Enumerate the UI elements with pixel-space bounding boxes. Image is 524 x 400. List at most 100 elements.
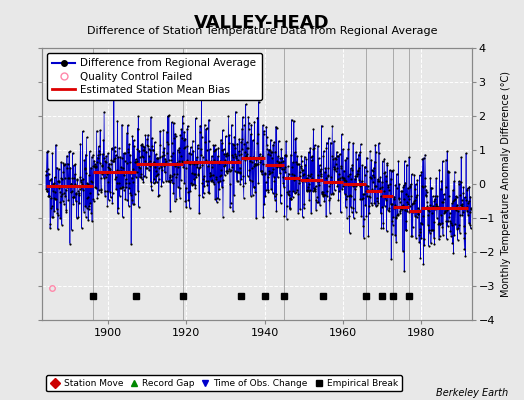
Point: [339, 146, 347, 152]
Text: VALLEY-HEAD: VALLEY-HEAD: [194, 14, 330, 32]
Point: [302, 156, 310, 162]
Point: [52, 206, 61, 212]
Point: [327, 174, 335, 180]
Point: [452, 193, 461, 200]
Point: [67, 189, 75, 196]
Point: [191, 185, 200, 192]
Point: [212, 146, 220, 152]
Point: [153, 155, 161, 161]
Point: [73, 182, 82, 189]
Point: [206, 170, 214, 176]
Point: [110, 158, 118, 164]
Point: [261, 193, 269, 200]
Point: [68, 150, 77, 156]
Legend: Difference from Regional Average, Quality Control Failed, Estimated Station Mean: Difference from Regional Average, Qualit…: [47, 53, 261, 100]
Point: [274, 174, 282, 180]
Point: [322, 212, 330, 219]
Point: [405, 196, 413, 202]
Point: [171, 163, 180, 169]
Point: [240, 122, 248, 129]
Point: [60, 162, 68, 168]
Point: [59, 169, 67, 175]
Point: [45, 170, 53, 177]
Point: [350, 182, 358, 188]
Point: [108, 199, 116, 206]
Point: [435, 236, 443, 243]
Point: [375, 178, 384, 184]
Point: [185, 160, 193, 166]
Point: [391, 182, 400, 188]
Point: [295, 176, 303, 183]
Point: [72, 215, 81, 221]
Point: [458, 202, 467, 209]
Point: [61, 187, 70, 193]
Point: [226, 204, 234, 210]
Point: [216, 158, 224, 164]
Point: [192, 154, 201, 160]
Point: [227, 166, 235, 173]
Point: [151, 168, 160, 174]
Point: [311, 186, 320, 192]
Point: [123, 130, 131, 136]
Point: [396, 208, 405, 215]
Point: [402, 218, 411, 224]
Point: [54, 212, 62, 218]
Point: [287, 116, 296, 123]
Point: [393, 212, 401, 218]
Point: [200, 183, 209, 189]
Point: [51, 196, 60, 202]
Point: [322, 175, 330, 181]
Point: [377, 193, 385, 200]
Point: [403, 185, 412, 191]
Point: [112, 152, 120, 158]
Point: [282, 152, 291, 159]
Point: [432, 175, 440, 182]
Point: [331, 154, 340, 161]
Point: [351, 173, 359, 180]
Point: [410, 172, 419, 178]
Point: [44, 166, 52, 172]
Point: [301, 176, 310, 182]
Point: [381, 169, 389, 175]
Point: [385, 193, 394, 200]
Point: [195, 192, 204, 198]
Point: [303, 186, 312, 193]
Point: [307, 210, 315, 216]
Point: [270, 193, 279, 200]
Point: [299, 171, 308, 177]
Point: [207, 158, 215, 164]
Point: [461, 253, 470, 259]
Point: [100, 109, 108, 115]
Point: [187, 180, 195, 186]
Point: [166, 174, 174, 180]
Point: [241, 156, 249, 163]
Point: [152, 155, 161, 162]
Point: [348, 183, 357, 189]
Point: [184, 160, 193, 166]
Point: [272, 208, 280, 214]
Point: [148, 143, 157, 149]
Point: [206, 178, 215, 184]
Point: [357, 212, 365, 219]
Point: [88, 178, 96, 185]
Point: [69, 194, 78, 200]
Point: [319, 193, 328, 200]
Point: [283, 188, 291, 195]
Point: [247, 159, 256, 165]
Point: [352, 208, 360, 215]
Point: [455, 192, 464, 198]
Point: [314, 155, 323, 161]
Point: [398, 206, 407, 212]
Point: [99, 163, 107, 169]
Point: [93, 158, 101, 165]
Point: [347, 209, 356, 216]
Point: [155, 165, 163, 172]
Point: [420, 155, 428, 161]
Point: [436, 221, 444, 228]
Point: [378, 158, 387, 164]
Point: [188, 170, 196, 176]
Point: [124, 202, 133, 209]
Point: [151, 179, 159, 185]
Point: [325, 210, 334, 216]
Point: [147, 187, 156, 194]
